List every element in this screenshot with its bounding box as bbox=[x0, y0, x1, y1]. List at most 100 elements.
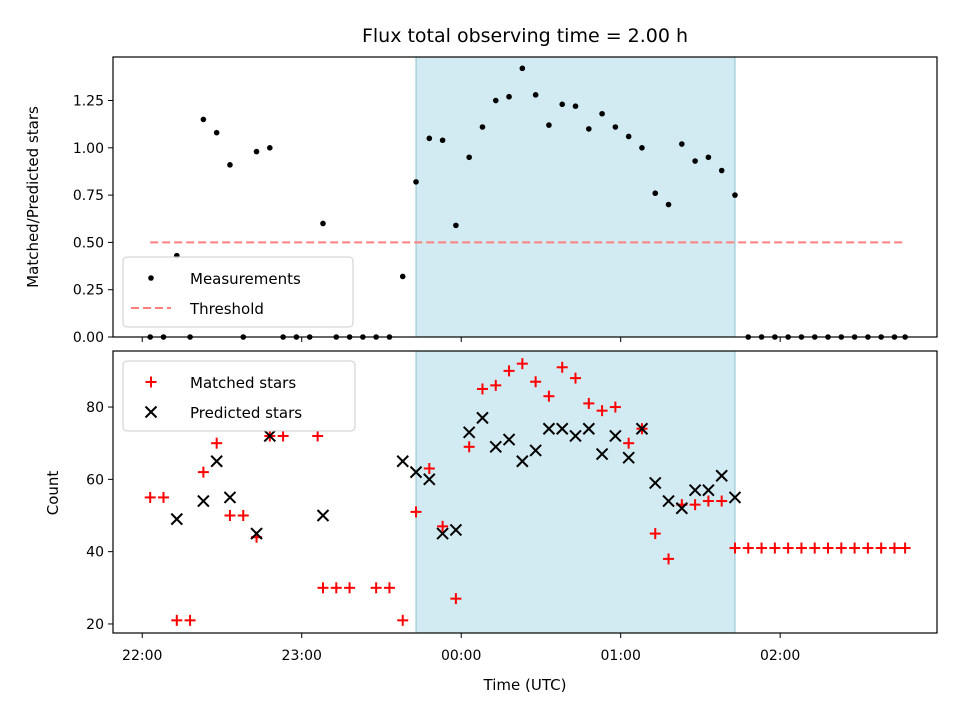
axes-frame bbox=[112, 350, 938, 634]
measurement-point bbox=[559, 101, 566, 108]
matched-star-point bbox=[570, 372, 582, 384]
cross-b bbox=[728, 491, 742, 504]
cross-b bbox=[529, 444, 542, 457]
measurement-point bbox=[718, 167, 725, 174]
matched-star-point bbox=[437, 520, 449, 532]
matched-star-point bbox=[663, 553, 675, 565]
matched-star-point bbox=[782, 542, 794, 554]
matched-star-point bbox=[556, 361, 568, 373]
matched-star-point bbox=[822, 542, 834, 554]
predicted-star-point bbox=[622, 451, 635, 464]
measurement-point bbox=[639, 145, 645, 151]
cross-b bbox=[688, 483, 702, 497]
matched-star-point bbox=[476, 383, 488, 395]
matched-star-point bbox=[312, 430, 324, 442]
matched-star-point bbox=[583, 397, 595, 409]
matched-star-point bbox=[144, 491, 156, 503]
matched-star-point bbox=[756, 542, 768, 554]
legend-measurement-marker bbox=[148, 275, 154, 281]
x-tick-label: 02:00 bbox=[760, 648, 800, 664]
predicted-star-point bbox=[409, 465, 423, 479]
measurement-point bbox=[413, 179, 419, 185]
predicted-star-point bbox=[556, 422, 569, 435]
y-tick-label: 0.50 bbox=[73, 235, 104, 251]
predicted-star-point bbox=[516, 455, 529, 468]
chart-title: Flux total observing time = 2.00 h bbox=[362, 25, 688, 47]
measurement-point bbox=[572, 103, 579, 109]
predicted-star-point bbox=[728, 491, 742, 504]
measurement-point bbox=[519, 65, 526, 72]
measurement-point bbox=[439, 137, 446, 144]
cross-b bbox=[462, 426, 476, 439]
measurement-point bbox=[599, 110, 605, 117]
measurement-point bbox=[625, 133, 632, 140]
matched-star-point bbox=[410, 506, 422, 518]
predicted-star-point bbox=[223, 491, 237, 504]
predicted-star-point bbox=[569, 429, 582, 443]
cross-b bbox=[197, 494, 210, 508]
predicted-star-point bbox=[702, 483, 715, 497]
y-tick-label: 0.00 bbox=[73, 330, 104, 346]
measurement-point bbox=[213, 129, 220, 136]
count-y-axis-label: Count bbox=[44, 471, 62, 516]
measurement-point bbox=[692, 158, 698, 164]
y-tick-label: 1.25 bbox=[73, 94, 104, 110]
matched-star-point bbox=[769, 542, 781, 554]
matched-star-point bbox=[463, 441, 475, 453]
x-axis-label: Time (UTC) bbox=[483, 676, 567, 694]
x-tick-label: 22:00 bbox=[122, 648, 162, 664]
count-panel: 20 40 60 80 22:00 23:00 00:00 01:00 02:00 Matched… bbox=[86, 350, 938, 664]
matched-star-point bbox=[862, 542, 874, 554]
matched-star-point bbox=[809, 542, 821, 554]
matched-star-point bbox=[716, 495, 728, 507]
measurement-point bbox=[453, 222, 459, 229]
cross-b bbox=[569, 429, 582, 443]
observing-span bbox=[416, 351, 735, 633]
predicted-star-point bbox=[662, 494, 675, 508]
matched-star-point bbox=[530, 376, 542, 388]
cross-b bbox=[649, 476, 662, 490]
matched-star-point bbox=[277, 430, 289, 442]
matched-star-point bbox=[543, 390, 555, 402]
y-tick-label: 20 bbox=[86, 617, 104, 633]
predicted-star-point bbox=[582, 422, 596, 435]
measurement-point bbox=[399, 273, 406, 280]
measurement-point bbox=[546, 122, 552, 128]
matched-star-point bbox=[211, 437, 223, 449]
matched-star-point bbox=[370, 582, 382, 594]
predicted-star-point bbox=[462, 426, 476, 439]
y-tick-label: 0.25 bbox=[73, 283, 104, 299]
cross-b bbox=[449, 523, 463, 537]
cross-b bbox=[675, 502, 689, 515]
matched-star-point bbox=[835, 542, 847, 554]
predicted-star-point bbox=[715, 469, 728, 482]
cross-b bbox=[556, 422, 569, 435]
ratio-panel: 0.00 0.25 0.50 0.75 1.00 1.25 Measurements Thre… bbox=[73, 56, 938, 346]
matched-star-point bbox=[423, 463, 435, 474]
matched-star-point bbox=[623, 437, 635, 449]
measurement-point bbox=[665, 201, 672, 208]
cross-b bbox=[715, 469, 728, 482]
matched-star-point bbox=[197, 466, 209, 478]
predicted-star-point bbox=[436, 527, 449, 540]
cross-b bbox=[436, 527, 449, 540]
predicted-star-point bbox=[396, 455, 409, 468]
predicted-star-point bbox=[489, 440, 502, 454]
measurement-point bbox=[585, 126, 592, 132]
predicted-star-point bbox=[635, 422, 649, 435]
matched-star-point bbox=[702, 495, 714, 507]
predicted-star-point bbox=[263, 429, 277, 443]
measurement-point bbox=[426, 135, 433, 142]
legend-label: Predicted stars bbox=[190, 404, 302, 422]
x-tick-label: 23:00 bbox=[282, 648, 322, 664]
cross-b bbox=[635, 422, 649, 435]
matched-star-point bbox=[490, 379, 502, 391]
matched-star-point bbox=[317, 582, 329, 594]
cross-b bbox=[263, 429, 277, 443]
cross-b bbox=[223, 491, 237, 504]
predicted-star-point bbox=[250, 527, 263, 540]
matched-star-point bbox=[742, 542, 754, 554]
cross-b bbox=[502, 433, 516, 446]
predicted-star-point bbox=[170, 512, 184, 526]
legend-label: Matched stars bbox=[190, 374, 296, 392]
